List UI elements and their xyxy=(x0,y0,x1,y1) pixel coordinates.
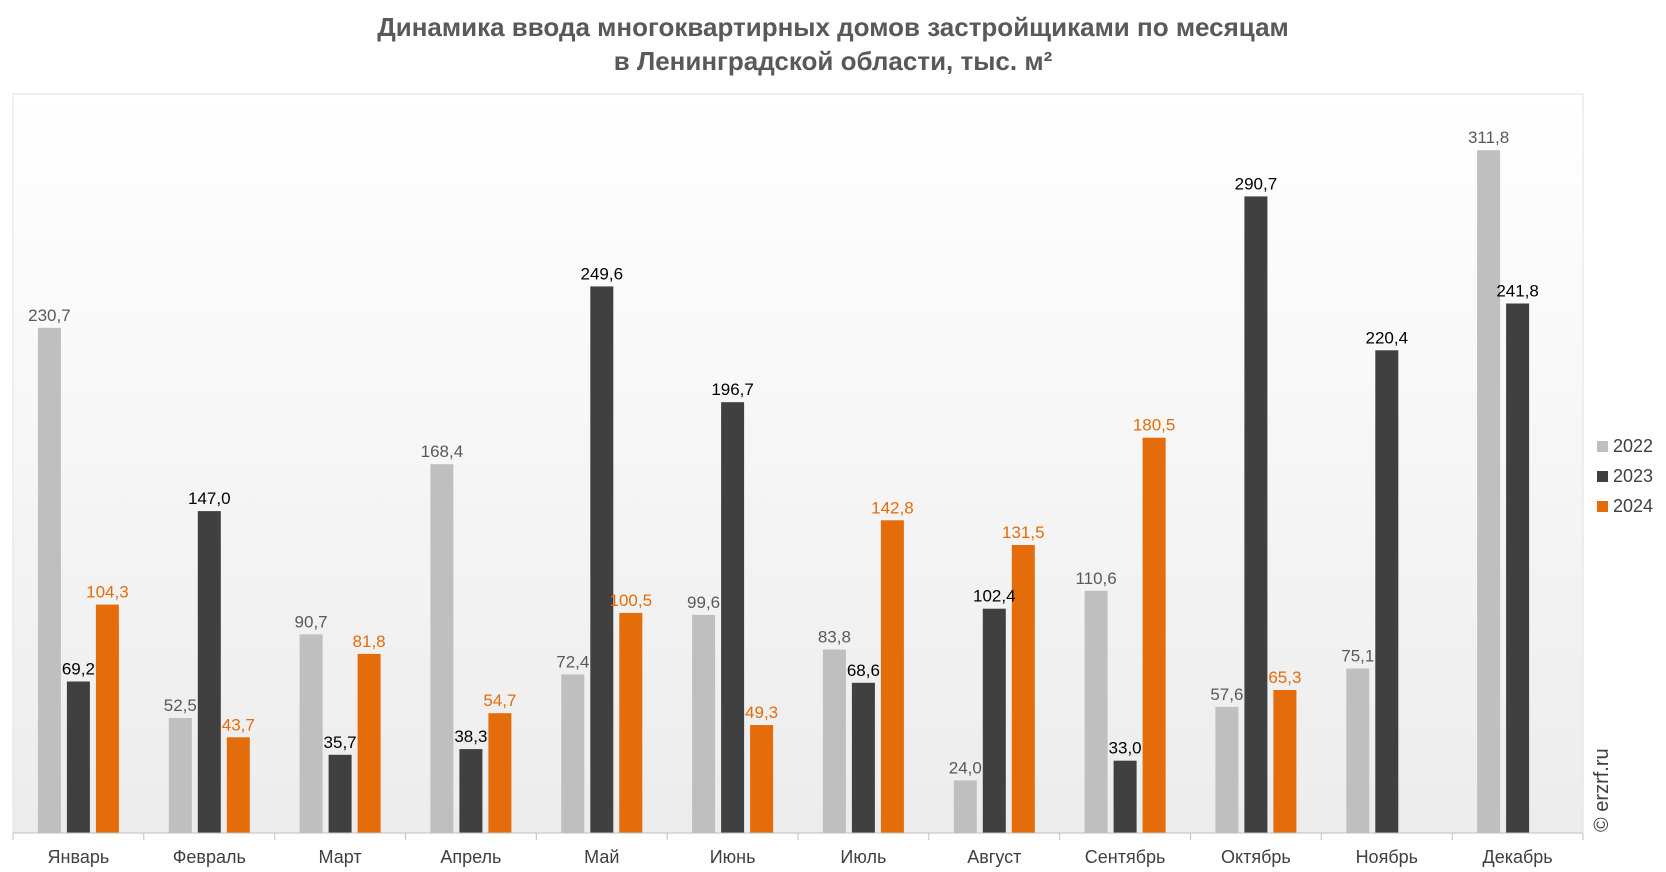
data-label-2024-6: 49,3 xyxy=(745,703,778,722)
data-label-2023-10: 290,7 xyxy=(1235,174,1278,193)
bar-2024-8 xyxy=(1011,545,1035,833)
data-label-2022-11: 75,1 xyxy=(1341,647,1374,666)
data-label-2024-10: 65,3 xyxy=(1268,668,1301,687)
bar-2024-2 xyxy=(226,737,250,833)
bar-2024-5 xyxy=(619,612,643,833)
bar-2023-3 xyxy=(328,754,352,833)
data-label-2022-12: 311,8 xyxy=(1468,128,1509,147)
data-label-2022-9: 110,6 xyxy=(1075,569,1116,588)
x-tick-label-4: Апрель xyxy=(440,847,501,867)
data-label-2024-7: 142,8 xyxy=(871,498,914,517)
data-label-2022-5: 72,4 xyxy=(556,652,589,671)
x-tick-label-7: Июль xyxy=(840,847,886,867)
bar-2022-4 xyxy=(430,464,454,833)
bar-2023-12 xyxy=(1506,303,1530,833)
data-label-2023-11: 220,4 xyxy=(1366,328,1409,347)
bar-2024-4 xyxy=(488,713,512,833)
bar-2022-2 xyxy=(168,718,192,833)
data-label-2024-4: 54,7 xyxy=(483,691,516,710)
data-label-2023-8: 102,4 xyxy=(973,587,1016,606)
bar-2024-7 xyxy=(880,520,904,833)
data-label-2023-6: 196,7 xyxy=(711,380,754,399)
bar-2024-9 xyxy=(1142,437,1166,833)
chart-title: Динамика ввода многоквартирных домов зас… xyxy=(0,10,1666,78)
x-tick-label-11: Ноябрь xyxy=(1356,847,1418,867)
bar-2023-11 xyxy=(1375,350,1399,833)
data-label-2024-9: 180,5 xyxy=(1133,416,1176,435)
x-tick-label-12: Декабрь xyxy=(1483,847,1553,867)
bar-2022-7 xyxy=(822,649,846,833)
data-label-2023-2: 147,0 xyxy=(188,489,231,508)
data-label-2024-1: 104,3 xyxy=(86,583,129,602)
data-label-2024-3: 81,8 xyxy=(353,632,386,651)
data-label-2024-5: 100,5 xyxy=(610,591,653,610)
data-label-2023-9: 33,0 xyxy=(1109,739,1142,758)
data-label-2022-2: 52,5 xyxy=(164,696,197,715)
bar-2024-3 xyxy=(357,653,381,833)
bar-2023-1 xyxy=(66,681,90,833)
data-label-2022-6: 99,6 xyxy=(687,593,720,612)
legend-label-2022: 2022 xyxy=(1613,436,1653,456)
x-tick-label-1: Январь xyxy=(48,847,110,867)
chart-title-line-1: Динамика ввода многоквартирных домов зас… xyxy=(377,12,1289,42)
bar-2024-10 xyxy=(1273,690,1297,833)
x-axis-labels: Январь Февраль Март Апрель Май Июнь Июль Август… xyxy=(48,847,1553,867)
x-tick-label-9: Сентябрь xyxy=(1085,847,1166,867)
data-label-2023-1: 69,2 xyxy=(62,660,95,679)
legend-label-2024: 2024 xyxy=(1613,496,1653,516)
bar-2024-6 xyxy=(750,725,774,833)
bar-2022-8 xyxy=(953,780,977,833)
legend-swatch-2023 xyxy=(1597,471,1608,482)
bar-2022-1 xyxy=(37,327,61,833)
bar-2023-6 xyxy=(721,402,745,833)
data-label-2023-5: 249,6 xyxy=(581,264,624,283)
x-tick-label-2: Февраль xyxy=(173,847,246,867)
x-tick-label-10: Октябрь xyxy=(1221,847,1291,867)
bar-2022-10 xyxy=(1215,706,1239,833)
x-tick-label-3: Март xyxy=(319,847,362,867)
bar-2022-6 xyxy=(692,614,716,833)
bars-group xyxy=(37,150,1530,833)
x-axis-ticks xyxy=(12,833,1584,840)
watermark-text: © erzrf.ru xyxy=(1591,748,1613,832)
legend-label-2023: 2023 xyxy=(1613,466,1653,486)
data-label-2022-10: 57,6 xyxy=(1210,685,1243,704)
bar-2023-2 xyxy=(197,511,221,833)
x-tick-label-8: Август xyxy=(967,847,1021,867)
bar-2023-10 xyxy=(1244,196,1268,833)
chart-title-line-2: в Ленинградской области, тыс. м² xyxy=(613,46,1053,76)
legend-swatch-2022 xyxy=(1597,441,1608,452)
legend-swatch-2024 xyxy=(1597,501,1608,512)
bar-2022-3 xyxy=(299,634,323,833)
bar-2022-12 xyxy=(1477,150,1501,833)
data-label-2022-8: 24,0 xyxy=(949,758,982,777)
bar-2022-11 xyxy=(1346,668,1370,833)
data-label-2024-8: 131,5 xyxy=(1002,523,1045,542)
x-tick-label-6: Июнь xyxy=(710,847,756,867)
data-labels-group: 230,7 69,2 104,3 52,5 147,0 43,7 90,7 35,7 81,8 1… xyxy=(28,128,1539,777)
data-label-2023-7: 68,6 xyxy=(847,661,880,680)
bar-2023-9 xyxy=(1113,760,1137,833)
plot-area xyxy=(12,93,1584,834)
bar-2023-5 xyxy=(590,286,614,833)
data-label-2022-1: 230,7 xyxy=(28,306,71,325)
bar-2022-9 xyxy=(1084,590,1108,833)
data-label-2022-4: 168,4 xyxy=(421,442,464,461)
bar-2023-7 xyxy=(851,682,875,833)
data-label-2024-2: 43,7 xyxy=(222,715,255,734)
data-label-2022-7: 83,8 xyxy=(818,628,851,647)
data-label-2023-4: 38,3 xyxy=(454,727,487,746)
bar-2022-5 xyxy=(561,674,585,833)
data-label-2023-12: 241,8 xyxy=(1496,282,1539,301)
data-label-2022-3: 90,7 xyxy=(295,612,328,631)
bar-2023-4 xyxy=(459,749,483,833)
legend: 2022 2023 2024 xyxy=(1597,436,1653,516)
x-tick-label-5: Май xyxy=(584,847,619,867)
bar-2024-1 xyxy=(95,604,119,833)
data-label-2023-3: 35,7 xyxy=(324,733,357,752)
bar-2023-8 xyxy=(982,608,1006,833)
